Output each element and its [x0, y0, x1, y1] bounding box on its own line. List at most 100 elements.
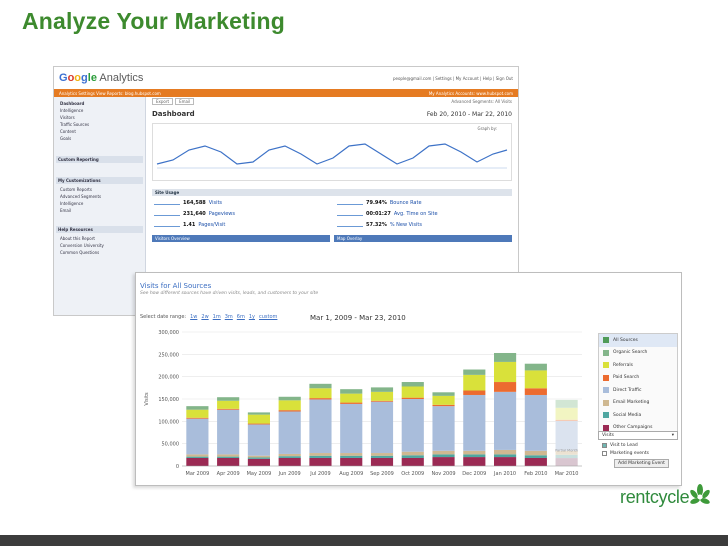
- sidebar-item-goals[interactable]: Goals: [60, 136, 72, 141]
- bar-segment-referrals: [401, 386, 424, 398]
- range-1y[interactable]: 1y: [248, 314, 255, 320]
- bar-segment-direct-traffic: [401, 399, 424, 452]
- legend-item-all-sources[interactable]: All Sources: [599, 334, 677, 347]
- metric-select[interactable]: Visits ▾: [598, 431, 678, 440]
- sidebar-item-intelligence-alerts[interactable]: Intelligence: [60, 201, 84, 206]
- stat-visits[interactable]: 164,588 Visits: [154, 200, 327, 206]
- ga-view-reports[interactable]: Analytics Settings View Reports: blog.hu…: [59, 90, 161, 96]
- visitors-overview-panel[interactable]: Visitors Overview: [152, 235, 330, 242]
- range-1m[interactable]: 1m: [212, 314, 221, 320]
- range-2w[interactable]: 2w: [201, 314, 209, 320]
- bar-segment-social-media: [432, 454, 455, 458]
- x-tick-label: Aug 2009: [339, 471, 363, 477]
- x-tick-label: May 2009: [247, 471, 272, 477]
- bar-segment-direct-traffic: [524, 394, 547, 451]
- bar-segment-paid-search: [309, 398, 332, 400]
- visits-bar-chart: 0 50,000 100,000 150,000 200,000 250,000 300,0…: [144, 330, 582, 477]
- bar-segment-social-media: [340, 455, 363, 458]
- legend-item-email-marketing[interactable]: Email Marketing: [599, 397, 677, 410]
- x-tick-label: Apr 2009: [217, 471, 240, 477]
- bar-segment-direct-traffic: [278, 411, 301, 454]
- legend-item-referrals[interactable]: Referrals: [599, 359, 677, 372]
- stat-pageviews[interactable]: 231,640 Pageviews: [154, 211, 327, 217]
- help-conversion-university[interactable]: Conversion University: [60, 243, 104, 248]
- marketing-events-checkbox[interactable]: Marketing events: [598, 451, 678, 456]
- legend-item-organic-search[interactable]: Organic Search: [599, 347, 677, 360]
- sidebar-item-custom-reporting[interactable]: Custom Reporting: [56, 156, 143, 163]
- bar-segment-paid-search: [370, 400, 394, 402]
- bar-segment-direct-traffic: [217, 409, 240, 455]
- bar-segment-paid-search: [524, 388, 547, 395]
- range-custom[interactable]: custom: [259, 314, 278, 320]
- user-links[interactable]: people@gmail.com | Settings | My Account…: [392, 75, 513, 81]
- range-1w[interactable]: 1w: [190, 314, 198, 320]
- bar-segment-referrals: [278, 400, 301, 411]
- advanced-segments-select[interactable]: Advanced Segments: All Visits: [451, 99, 512, 104]
- bar-segment-direct-traffic: [309, 399, 332, 454]
- visit-to-lead-checkbox[interactable]: Visit to Lead: [598, 443, 678, 448]
- customizations-heading: My Customizations: [56, 177, 143, 184]
- ga-accounts[interactable]: My Analytics Accounts: www.hubspot.com: [428, 90, 513, 96]
- visits-chart-title: Visits for All Sources: [140, 282, 212, 290]
- y-tick-label: 100,000: [158, 419, 179, 425]
- ga-nav-bar: Analytics Settings View Reports: blog.hu…: [54, 89, 518, 97]
- graph-by-label: Graph by:: [477, 126, 497, 131]
- stat-pages-per-visit[interactable]: 1.41 Pages/Visit: [154, 222, 327, 228]
- export-button[interactable]: Export: [152, 98, 174, 105]
- map-overlay-panel[interactable]: Map Overlay: [334, 235, 512, 242]
- stat-bounce-rate[interactable]: 79.94% Bounce Rate: [337, 200, 510, 206]
- bar-segment-paid-search: [494, 382, 517, 392]
- date-range[interactable]: Feb 20, 2010 - Mar 22, 2010: [426, 110, 512, 118]
- bar-segment-social-media: [217, 456, 240, 458]
- sidebar-item-intelligence[interactable]: Intelligence: [60, 108, 84, 113]
- legend-item-direct-traffic[interactable]: Direct Traffic: [599, 384, 677, 397]
- bar-segment-email-marketing: [494, 449, 517, 455]
- sidebar-item-custom-reports[interactable]: Custom Reports: [60, 187, 92, 192]
- bar-segment-social-media: [463, 454, 486, 458]
- bar-segment-email-marketing: [524, 450, 547, 456]
- bar-segment-referrals: [186, 409, 209, 418]
- sidebar-item-traffic-sources[interactable]: Traffic Sources: [60, 122, 90, 127]
- range-3m[interactable]: 3m: [224, 314, 233, 320]
- partial-bar-segment: [555, 450, 578, 455]
- date-range-selector: Select date range: 1w 2w 1m 3m 6m 1y cus…: [140, 314, 277, 320]
- help-common-questions[interactable]: Common Questions: [60, 250, 100, 255]
- bar-segment-other-campaigns: [340, 457, 363, 466]
- bar-segment-other-campaigns: [463, 457, 486, 466]
- bar-segment-organic-search: [278, 396, 301, 401]
- x-tick-label: Jun 2009: [278, 471, 301, 477]
- site-usage-heading: Site Usage: [152, 189, 512, 196]
- partial-bar-segment: [555, 407, 578, 420]
- stat-new-visits[interactable]: 57.32%% New Visits: [337, 222, 510, 228]
- email-button[interactable]: Email: [175, 98, 195, 105]
- bar-segment-paid-search: [463, 390, 486, 395]
- bar-segment-organic-search: [247, 412, 270, 415]
- bar-segment-social-media: [401, 455, 424, 458]
- bar-segment-social-media: [278, 456, 301, 458]
- legend-swatch: [603, 387, 609, 394]
- bar-segment-referrals: [247, 414, 270, 424]
- visits-line-graph: Graph by:: [152, 123, 512, 181]
- bar-segment-paid-search: [217, 408, 240, 410]
- bar-segment-paid-search: [432, 404, 455, 407]
- legend-item-social-media[interactable]: Social Media: [599, 409, 677, 422]
- sidebar-item-content[interactable]: Content: [60, 129, 76, 134]
- chevron-down-icon: ▾: [671, 433, 674, 438]
- legend-swatch: [603, 349, 609, 356]
- bar-segment-email-marketing: [401, 451, 424, 456]
- stat-avg-time[interactable]: 00:01:27 Avg. Time on Site: [337, 211, 510, 217]
- legend-item-paid-search[interactable]: Paid Search: [599, 372, 677, 385]
- add-marketing-event-button[interactable]: Add Marketing Event: [614, 459, 669, 468]
- bar-segment-organic-search: [524, 363, 547, 371]
- sidebar-item-dashboard[interactable]: Dashboard: [60, 101, 85, 106]
- sidebar-item-email[interactable]: Email: [60, 208, 72, 213]
- bar-segment-social-media: [524, 455, 547, 458]
- range-6m[interactable]: 6m: [236, 314, 245, 320]
- legend-item-other-campaigns[interactable]: Other Campaigns: [599, 422, 677, 435]
- legend-swatch: [603, 399, 609, 406]
- sidebar-item-visitors[interactable]: Visitors: [60, 115, 75, 120]
- site-usage-stats: 164,588 Visits 79.94% Bounce Rate 231,640 P…: [152, 196, 512, 232]
- legend-swatch: [603, 424, 609, 431]
- sidebar-item-advanced-segments[interactable]: Advanced Segments: [60, 194, 102, 199]
- help-about-report[interactable]: About this Report: [60, 236, 95, 241]
